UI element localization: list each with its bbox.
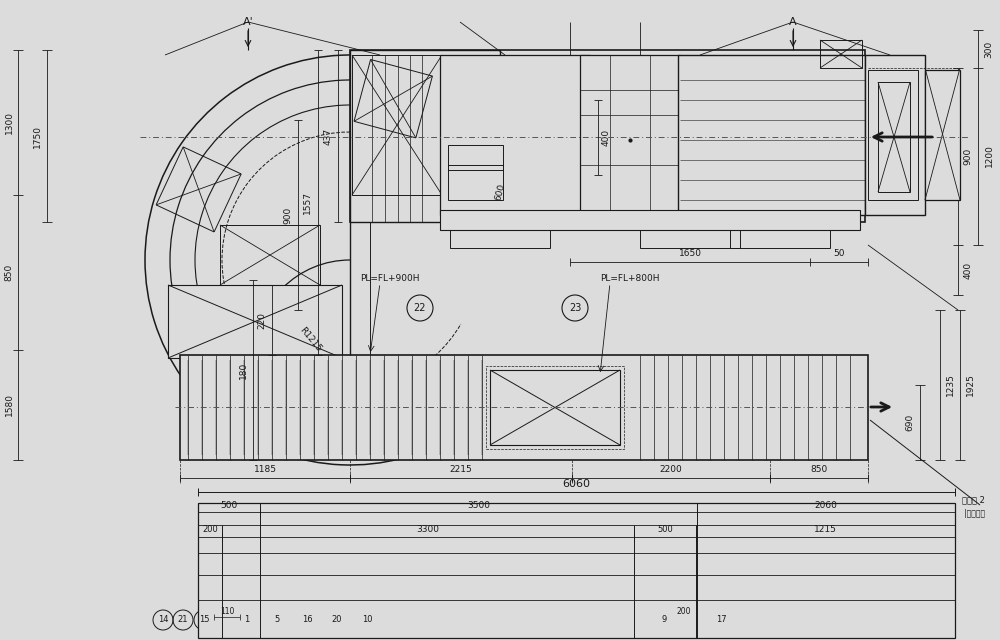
Text: 2215: 2215 bbox=[450, 465, 472, 474]
Bar bbox=[730, 230, 830, 248]
Text: 10: 10 bbox=[362, 616, 372, 625]
Text: 437: 437 bbox=[324, 127, 333, 145]
Text: 900: 900 bbox=[963, 147, 972, 164]
Text: 1557: 1557 bbox=[303, 191, 312, 214]
Text: 9: 9 bbox=[661, 616, 667, 625]
Text: 1925: 1925 bbox=[965, 374, 974, 396]
Text: 1650: 1650 bbox=[678, 248, 702, 257]
Bar bbox=[442, 55, 500, 185]
Text: 16: 16 bbox=[302, 616, 312, 625]
Bar bbox=[220, 225, 320, 285]
Bar bbox=[168, 285, 342, 358]
Bar bbox=[440, 55, 590, 215]
Bar bbox=[352, 55, 442, 195]
Bar bbox=[925, 70, 960, 200]
Text: 220: 220 bbox=[258, 312, 267, 328]
Text: 15: 15 bbox=[199, 616, 209, 625]
Text: 400: 400 bbox=[602, 129, 610, 146]
Text: 14: 14 bbox=[158, 616, 168, 625]
Bar bbox=[678, 55, 865, 215]
Bar bbox=[350, 50, 865, 222]
Text: 21: 21 bbox=[178, 616, 188, 625]
Text: PL=FL+800H: PL=FL+800H bbox=[600, 273, 660, 282]
Text: R1215: R1215 bbox=[297, 326, 323, 354]
Text: 2200: 2200 bbox=[660, 465, 682, 474]
Text: 2060: 2060 bbox=[815, 500, 837, 509]
Text: 850: 850 bbox=[810, 465, 828, 474]
Text: 17: 17 bbox=[716, 616, 726, 625]
Text: PL=FL+900H: PL=FL+900H bbox=[360, 273, 420, 282]
Bar bbox=[450, 230, 550, 248]
Text: 22: 22 bbox=[414, 303, 426, 313]
Text: 110: 110 bbox=[220, 607, 234, 616]
Text: 1215: 1215 bbox=[814, 525, 837, 534]
Text: 3300: 3300 bbox=[416, 525, 440, 534]
Text: 1750: 1750 bbox=[33, 125, 42, 147]
Text: 50: 50 bbox=[833, 248, 845, 257]
Text: A': A' bbox=[243, 17, 253, 27]
Bar bbox=[180, 355, 868, 460]
Text: 600: 600 bbox=[493, 182, 507, 202]
Text: 6060: 6060 bbox=[562, 479, 590, 489]
Text: 500: 500 bbox=[657, 525, 673, 534]
Bar bbox=[440, 210, 860, 230]
Bar bbox=[878, 82, 910, 192]
Bar bbox=[486, 366, 624, 449]
Bar bbox=[865, 55, 925, 215]
Text: 200: 200 bbox=[677, 607, 691, 616]
Text: A: A bbox=[789, 17, 797, 27]
Text: 1: 1 bbox=[244, 616, 250, 625]
Text: 180: 180 bbox=[239, 362, 248, 379]
Bar bbox=[198, 503, 955, 638]
Bar bbox=[490, 370, 620, 445]
Text: 1200: 1200 bbox=[984, 145, 993, 168]
Bar bbox=[820, 40, 862, 68]
Text: 300: 300 bbox=[984, 40, 993, 58]
Text: 1580: 1580 bbox=[5, 394, 14, 417]
Bar bbox=[448, 145, 503, 170]
Bar bbox=[350, 50, 500, 222]
Bar bbox=[448, 165, 503, 200]
Text: 850: 850 bbox=[5, 264, 14, 280]
Text: 200: 200 bbox=[202, 525, 218, 534]
Text: |施主様担: |施主様担 bbox=[964, 509, 985, 518]
Bar bbox=[868, 70, 918, 200]
Text: 排水口 2: 排水口 2 bbox=[962, 495, 985, 504]
Text: 1185: 1185 bbox=[254, 465, 277, 474]
Text: 1235: 1235 bbox=[945, 374, 954, 396]
Bar bbox=[640, 230, 740, 248]
Text: 900: 900 bbox=[284, 206, 293, 223]
Text: 400: 400 bbox=[963, 261, 972, 278]
Bar bbox=[580, 55, 680, 215]
Text: 23: 23 bbox=[569, 303, 581, 313]
Text: 1300: 1300 bbox=[5, 111, 14, 134]
Text: 690: 690 bbox=[905, 413, 914, 431]
Text: 20: 20 bbox=[332, 616, 342, 625]
Text: 3500: 3500 bbox=[467, 500, 490, 509]
Text: 500: 500 bbox=[220, 500, 238, 509]
Text: 5: 5 bbox=[274, 616, 280, 625]
